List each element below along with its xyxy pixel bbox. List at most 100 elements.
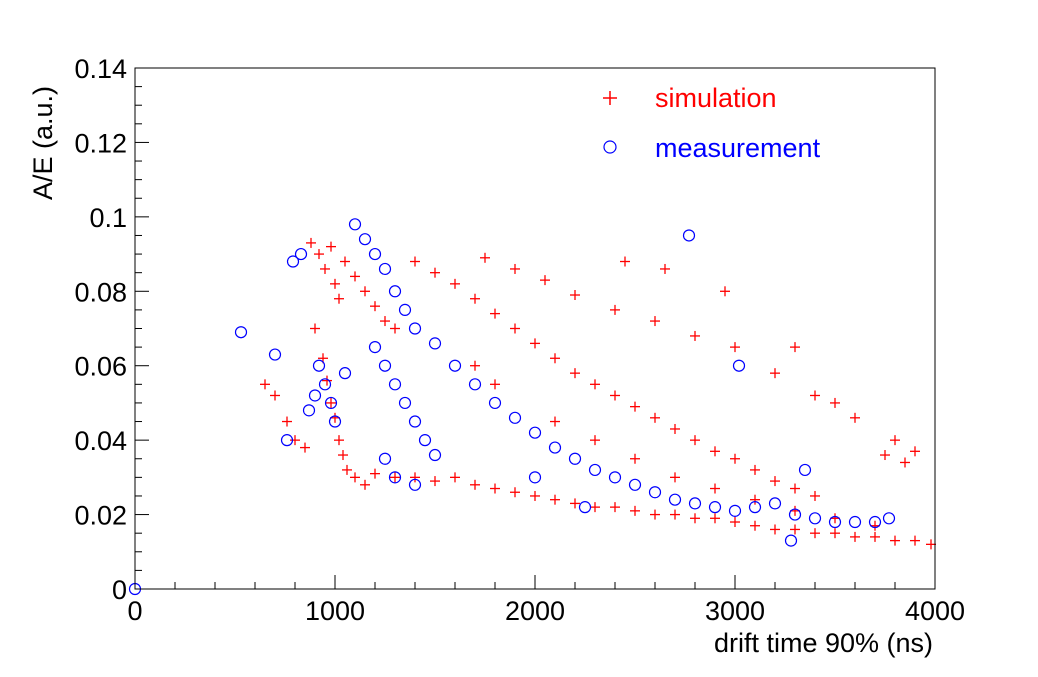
simulation-point — [470, 293, 480, 304]
measurement-point — [408, 478, 422, 491]
simulation-point — [530, 490, 540, 501]
x-tick-label: 0 — [127, 596, 142, 626]
y-tick-label: 0.02 — [74, 501, 127, 531]
x-tick-label: 3000 — [705, 596, 765, 626]
simulation-point — [340, 256, 350, 267]
simulation-point — [900, 457, 910, 468]
simulation-point — [650, 509, 660, 520]
x-axis-title: drift time 90% (ns) — [714, 628, 933, 658]
simulation-point — [570, 368, 580, 379]
measurement-point — [378, 359, 392, 372]
simulation-point — [750, 520, 760, 531]
measurement-point — [368, 341, 382, 354]
simulation-point — [326, 241, 336, 252]
simulation-series — [260, 237, 936, 550]
simulation-point — [326, 397, 336, 408]
measurement-point — [388, 378, 402, 391]
measurement-point — [302, 404, 316, 417]
y-tick-label: 0 — [112, 575, 127, 605]
simulation-point — [338, 450, 348, 461]
simulation-point — [390, 323, 400, 334]
simulation-point — [830, 397, 840, 408]
simulation-point — [390, 472, 400, 483]
x-axis: 0 1000 2000 3000 4000 — [127, 575, 965, 626]
simulation-point — [320, 263, 330, 274]
simulation-point — [370, 468, 380, 479]
simulation-point — [810, 390, 820, 401]
measurement-point — [358, 233, 372, 246]
measurement-point — [308, 389, 322, 402]
simulation-point — [510, 487, 520, 498]
simulation-point — [540, 275, 550, 286]
simulation-point — [350, 271, 360, 282]
simulation-point — [260, 379, 270, 390]
measurement-point — [488, 396, 502, 410]
measurement-point — [348, 218, 362, 231]
simulation-point — [610, 502, 620, 513]
simulation-point — [510, 323, 520, 334]
simulation-point — [750, 494, 760, 505]
measurement-point — [448, 359, 462, 372]
measurement-point — [588, 463, 602, 477]
simulation-point — [630, 401, 640, 412]
measurement-point — [548, 441, 562, 454]
y-tick-label: 0.1 — [89, 203, 127, 233]
simulation-point — [480, 252, 490, 263]
simulation-point — [870, 531, 880, 542]
measurement-point — [324, 396, 338, 410]
simulation-point — [550, 494, 560, 505]
simulation-point — [630, 505, 640, 516]
simulation-point — [410, 256, 420, 267]
x-tick-label: 2000 — [505, 596, 565, 626]
simulation-point — [790, 524, 800, 535]
measurement-point — [318, 378, 332, 391]
measurement-point — [398, 303, 412, 316]
simulation-point — [730, 453, 740, 464]
simulation-point — [590, 379, 600, 390]
simulation-point — [380, 316, 390, 327]
simulation-point — [410, 472, 420, 483]
measurement-point — [784, 534, 798, 547]
measurement-point — [748, 501, 762, 514]
y-tick-label: 0.12 — [74, 128, 127, 158]
simulation-point — [530, 338, 540, 349]
measurement-point — [418, 434, 432, 447]
y-tick-label: 0.08 — [74, 277, 127, 307]
measurement-point — [286, 255, 300, 268]
simulation-point — [430, 476, 440, 487]
simulation-point — [790, 483, 800, 494]
measurement-point — [848, 515, 862, 529]
simulation-point — [630, 453, 640, 464]
simulation-point — [590, 435, 600, 446]
legend-measurement-marker — [603, 140, 617, 154]
measurement-point — [668, 493, 682, 506]
simulation-point — [550, 416, 560, 427]
simulation-point — [670, 509, 680, 520]
simulation-point — [850, 531, 860, 542]
simulation-point — [290, 435, 300, 446]
measurement-point — [408, 415, 422, 428]
simulation-point — [470, 479, 480, 490]
measurement-point — [234, 326, 248, 339]
simulation-point — [730, 342, 740, 353]
simulation-point — [790, 342, 800, 353]
measurement-point — [568, 452, 582, 465]
simulation-point — [770, 368, 780, 379]
simulation-point — [360, 286, 370, 297]
simulation-point — [910, 535, 920, 546]
simulation-point — [370, 301, 380, 312]
simulation-point — [550, 353, 560, 364]
simulation-point — [710, 483, 720, 494]
simulation-point — [830, 528, 840, 539]
measurement-point — [388, 285, 402, 298]
legend-simulation-label: simulation — [655, 83, 777, 113]
y-axis: 0 0.02 0.04 0.06 0.08 0.1 0.12 0.14 — [74, 54, 149, 605]
y-tick-label: 0.04 — [74, 426, 127, 456]
simulation-point — [310, 323, 320, 334]
measurement-point — [528, 471, 542, 484]
measurement-point — [882, 512, 896, 525]
simulation-point — [490, 483, 500, 494]
measurement-point — [312, 359, 326, 372]
simulation-point — [770, 476, 780, 487]
simulation-point — [430, 267, 440, 278]
